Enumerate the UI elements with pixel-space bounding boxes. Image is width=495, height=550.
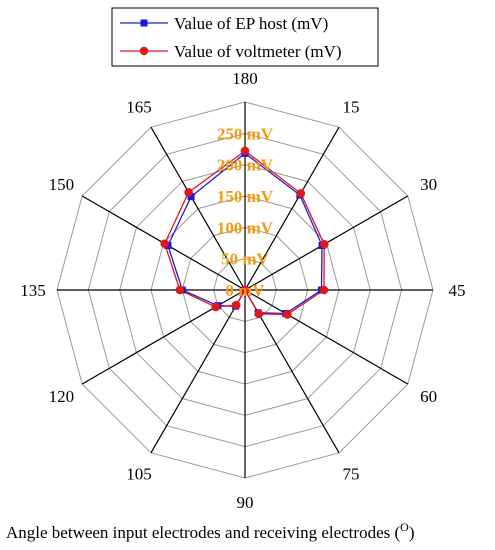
spoke-line <box>244 289 409 385</box>
angle-label: 30 <box>420 175 437 194</box>
data-point-voltmeter <box>184 188 193 197</box>
legend: Value of EP host (mV) Value of voltmeter… <box>111 7 379 67</box>
spoke-line <box>244 126 340 291</box>
data-point-voltmeter <box>319 285 329 295</box>
legend-box <box>111 7 379 67</box>
data-point-voltmeter <box>231 300 241 310</box>
spoke-line <box>150 289 246 454</box>
x-axis-title-close: ) <box>409 523 415 542</box>
data-point-ep-host <box>187 193 195 201</box>
angle-label: 45 <box>449 281 466 300</box>
angle-label: 90 <box>237 493 254 512</box>
data-point-voltmeter <box>175 285 185 295</box>
data-point-voltmeter <box>240 146 250 156</box>
spoke-line <box>150 126 246 291</box>
angle-labels: 180 15 30 45 60 75 90 105 120 135 150 165 <box>20 69 465 512</box>
data-point-voltmeter <box>240 285 250 295</box>
angle-label: 60 <box>420 387 437 406</box>
angle-label: 165 <box>126 97 152 116</box>
angle-label: 105 <box>126 465 152 484</box>
radial-tick-label: 100 mV <box>217 218 274 237</box>
legend-label-ep-host: Value of EP host (mV) <box>174 14 328 33</box>
x-axis-title: Angle between input electrodes and recei… <box>6 520 414 542</box>
legend-marker-ep-host <box>140 19 148 27</box>
data-point-voltmeter <box>211 302 220 312</box>
radial-tick-label: 50 mV <box>221 250 269 269</box>
data-point-voltmeter <box>296 189 306 198</box>
radar-series <box>160 146 329 319</box>
angle-label: 150 <box>49 175 75 194</box>
radial-tick-label: 250 mV <box>217 124 274 143</box>
legend-label-voltmeter: Value of voltmeter (mV) <box>174 42 342 61</box>
radial-tick-label: 0 mV <box>225 281 265 300</box>
x-axis-title-main: Angle between input electrodes and recei… <box>6 523 400 542</box>
radial-tick-label: 150 mV <box>217 187 274 206</box>
angle-label: 135 <box>20 281 46 300</box>
x-axis-title-superscript: O <box>400 520 409 534</box>
angle-label: 75 <box>343 465 360 484</box>
angle-label: 180 <box>232 69 258 88</box>
radial-tick-label: 200 mV <box>217 156 274 175</box>
angle-label: 120 <box>49 387 75 406</box>
data-point-voltmeter <box>254 309 264 319</box>
data-point-voltmeter <box>283 310 292 319</box>
data-point-voltmeter <box>319 239 329 249</box>
data-point-voltmeter <box>160 239 169 248</box>
legend-marker-voltmeter <box>139 46 149 56</box>
radial-tick-labels: 0 mV 50 mV 100 mV 150 mV 200 mV 250 mV <box>217 124 274 300</box>
angle-label: 15 <box>343 97 360 116</box>
